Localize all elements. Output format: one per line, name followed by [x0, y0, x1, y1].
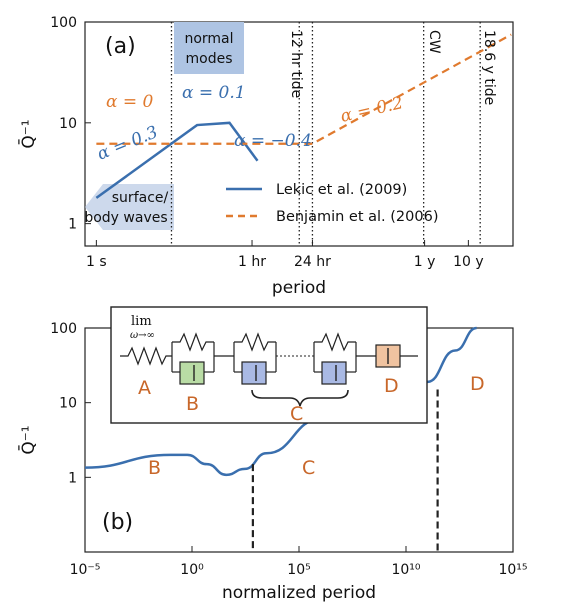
unit-c2: [313, 332, 357, 385]
panel-a-vlines: [170, 22, 481, 246]
panel-b-label: (b): [102, 510, 133, 535]
region-d-label: D: [470, 373, 485, 395]
unit-b: [172, 332, 215, 385]
panel-a-ylabel: Q̄⁻¹: [17, 119, 39, 148]
inset-frame: [110, 306, 428, 424]
inset-circuit: lim ω→∞: [110, 306, 428, 425]
inset-label-d: D: [384, 375, 399, 397]
normal-modes-label-1: normal: [184, 31, 233, 47]
y-tick-label-b-0: 1: [68, 470, 77, 486]
cw-label: CW: [426, 30, 442, 54]
panel-b: 10⁻⁵ 10⁰ 10⁵ 10¹⁰ 10¹⁵ 1 10 100 (b) B C D norma…: [17, 306, 528, 603]
unit-d: [356, 344, 418, 368]
inset-label-a: A: [138, 377, 151, 399]
legend-label-benjamin: Benjamin et al. (2006): [276, 209, 439, 225]
tide186-label: 18.6 y tide: [481, 30, 497, 105]
alpha-02-label: α = 0.2: [339, 93, 405, 127]
inset-label-c: C: [290, 403, 303, 425]
y-tick-label-a-0: 1: [68, 217, 77, 233]
surface-label-1: surface/: [112, 190, 169, 206]
x-tick-label-b-2: 10⁵: [287, 562, 310, 578]
panel-a-xlabel: period: [272, 278, 326, 298]
unit-c1: [233, 332, 277, 385]
alpha-01-label: α = 0.1: [182, 83, 246, 103]
dashpot-c1: [241, 361, 267, 385]
panel-a-label: (a): [105, 34, 136, 59]
dashpot-c2: [321, 361, 347, 385]
y-tick-label-a-2: 100: [50, 15, 77, 31]
tide12-label: 12 hr tide: [288, 30, 304, 98]
x-tick-label-b-4: 10¹⁵: [498, 562, 527, 578]
panel-b-series: [84, 326, 477, 552]
alpha-0-label: α = 0: [106, 92, 154, 112]
panel-a-series: [95, 33, 512, 199]
region-b-label: B: [148, 457, 161, 479]
legend-label-lekic: Lekic et al. (2009): [276, 182, 407, 198]
spring-a: [120, 346, 172, 366]
panel-b-xlabel: normalized period: [222, 583, 376, 603]
panel-a: normal modes surface/ body waves 1 s 1 hr…: [17, 15, 514, 298]
series-lekic: [95, 121, 259, 199]
x-tick-label-a-1: 1 hr: [238, 254, 266, 270]
inset-lim-label: lim: [131, 314, 152, 329]
dashpot-b: [179, 361, 205, 385]
inset-lim-sub: ω→∞: [130, 330, 155, 341]
normal-modes-label-2: modes: [186, 51, 233, 67]
x-tick-label-b-3: 10¹⁰: [391, 562, 420, 578]
x-tick-label-a-2: 24 hr: [294, 254, 331, 270]
region-c-label: C: [302, 457, 315, 479]
x-tick-label-b-1: 10⁰: [180, 562, 204, 578]
y-tick-label-a-1: 10: [59, 116, 77, 132]
y-tick-label-b-2: 100: [50, 321, 77, 337]
alpha-m04-label: α = −0.4: [234, 131, 312, 151]
brace-c: [251, 389, 349, 407]
panel-b-ticks: 10⁻⁵ 10⁰ 10⁵ 10¹⁰ 10¹⁵ 1 10 100: [50, 321, 527, 578]
surface-label-2: body waves: [84, 210, 167, 226]
normal-modes-box: [174, 22, 244, 74]
legend: Lekic et al. (2009) Benjamin et al. (200…: [226, 182, 439, 225]
x-tick-label-b-0: 10⁻⁵: [70, 562, 101, 578]
x-tick-label-a-4: 10 y: [453, 254, 484, 270]
inset-label-b: B: [186, 393, 199, 415]
x-tick-label-a-3: 1 y: [414, 254, 436, 270]
series-benjamin: [96, 33, 512, 145]
surface-body-arrow: [85, 184, 174, 230]
panel-b-ylabel: Q̄⁻¹: [17, 425, 39, 454]
x-tick-label-a-0: 1 s: [86, 254, 107, 270]
panel-a-ticks: 1 s 1 hr 24 hr 1 y 10 y 1 10 100: [50, 15, 483, 270]
series-q-curve: [84, 326, 477, 477]
y-tick-label-b-1: 10: [59, 396, 77, 412]
